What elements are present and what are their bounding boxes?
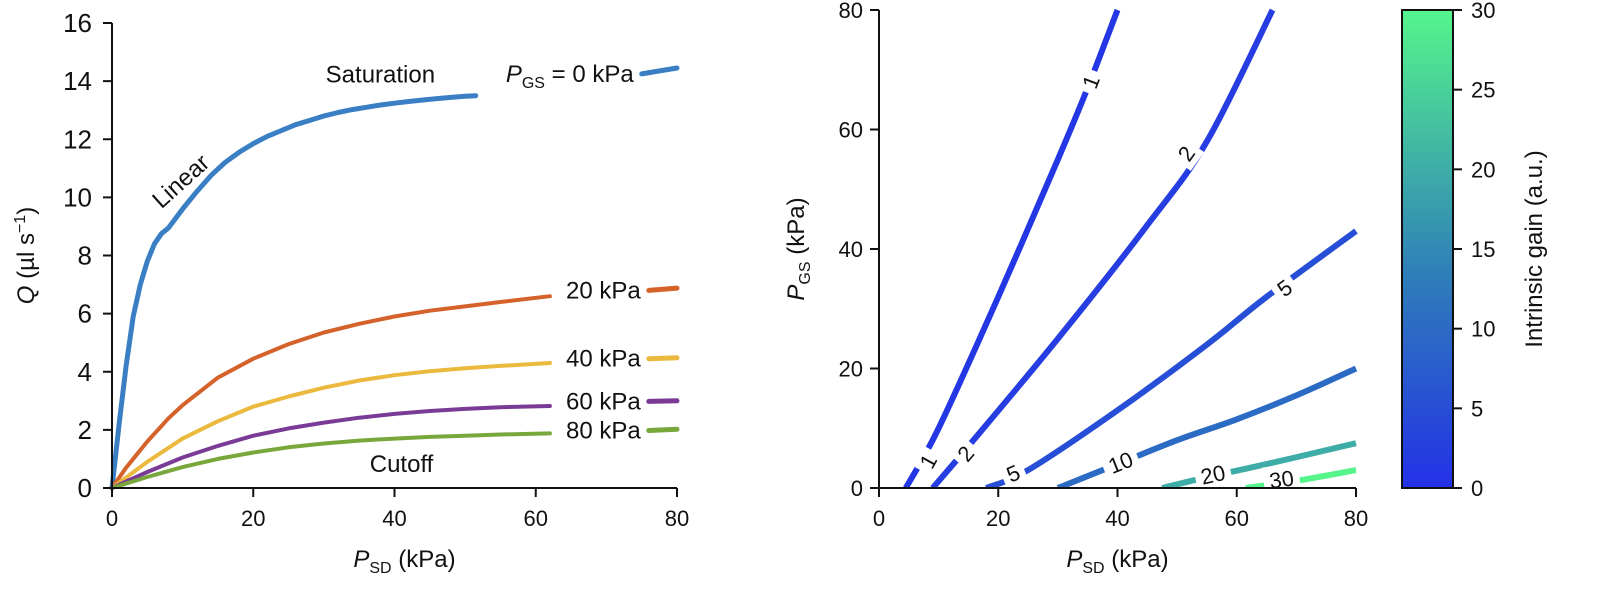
series-line-20-kPa (110, 294, 552, 490)
right-xlabel-unit: (kPa) (1105, 546, 1169, 573)
colorbar-tick-label: 25 (1471, 78, 1495, 103)
colorbar-tick-label: 15 (1471, 237, 1495, 262)
series-label: 80 kPa (566, 417, 641, 444)
right-y-tick-label: 0 (851, 476, 863, 501)
colorbar-tick-label: 20 (1471, 157, 1495, 182)
right-x-tick-label: 0 (873, 506, 885, 531)
contour-label-gap (1266, 269, 1303, 306)
right-ylabel-unit: (kPa) (783, 197, 810, 261)
contour-lines (903, 8, 1358, 488)
right-x-tick-label: 20 (986, 506, 1010, 531)
series-label-prefix: P (506, 61, 522, 88)
series-legend-marker (646, 355, 680, 362)
series-legend-marker (639, 65, 680, 77)
right-x-ticks: 0 20 40 60 80 (873, 488, 1368, 531)
colorbar-label: Intrinsic gain (a.u.) (1521, 150, 1548, 347)
colorbar-gradient (1401, 9, 1454, 489)
series-label-value: 0 kPa (572, 61, 634, 88)
right-xlabel-sub: SD (1082, 560, 1104, 577)
right-y-axis-label: PGS (kPa) (783, 197, 814, 300)
contour-level-20 (1161, 440, 1357, 488)
right-y-tick-label: 60 (839, 118, 863, 143)
annotation-cutoff: Cutoff (370, 451, 434, 478)
left-xlabel-unit: (kPa) (392, 546, 456, 573)
series-label: 60 kPa (566, 388, 641, 415)
left-x-ticks: 0 20 40 60 80 (106, 488, 689, 531)
left-y-tick-label: 10 (63, 182, 92, 212)
left-y-tick-label: 12 (63, 124, 92, 154)
left-xlabel-sub: SD (369, 560, 391, 577)
contour-label-gap (997, 455, 1030, 491)
right-y-tick-label: 20 (839, 357, 863, 382)
left-x-axis-label: PSD (kPa) (353, 546, 455, 577)
left-y-tick-label: 2 (78, 415, 92, 445)
annotation-saturation: Saturation (326, 62, 435, 89)
colorbar-ticks: 0 5 10 15 20 25 30 (1453, 0, 1495, 501)
right-y-tick-label: 80 (839, 0, 863, 23)
left-x-tick-label: 20 (241, 506, 265, 531)
contour-label: 30 (1268, 465, 1296, 493)
left-x-tick-label: 40 (382, 506, 406, 531)
colorbar-tick-label: 0 (1471, 476, 1483, 501)
left-ylabel-sup: −1 (12, 215, 29, 233)
left-ylabel-unit-pre: (µl s (13, 233, 40, 286)
contour-label: 20 (1198, 460, 1227, 490)
colorbar-tick-label: 5 (1471, 396, 1483, 421)
series-legend-marker (646, 426, 680, 433)
contour-label-gap (1098, 442, 1143, 482)
right-x-tick-label: 60 (1225, 506, 1249, 531)
right-y-tick-label: 40 (839, 237, 863, 262)
left-y-tick-label: 16 (63, 8, 92, 38)
series-line-60-kPa (110, 404, 552, 490)
left-ylabel-main: Q (13, 286, 40, 305)
left-y-tick-label: 0 (78, 473, 92, 503)
contour-label-gap (947, 435, 984, 472)
series-line-80-kPa (110, 431, 552, 490)
series-label: PGS = 0 kPa (506, 61, 635, 92)
right-xlabel-main: P (1066, 546, 1082, 573)
right-x-tick-label: 80 (1344, 506, 1368, 531)
series-label-eq: = (545, 61, 572, 88)
right-y-ticks: 0 20 40 60 80 (839, 0, 879, 501)
colorbar-tick-label: 10 (1471, 317, 1495, 342)
contour-label-gap (910, 444, 946, 478)
left-x-tick-label: 80 (665, 506, 689, 531)
left-y-ticks: 0 2 4 6 8 10 12 14 16 (63, 8, 112, 503)
contour-level-30 (1245, 467, 1357, 488)
left-y-tick-label: 8 (78, 241, 92, 271)
left-y-tick-label: 4 (78, 357, 92, 387)
right-x-axis-label: PSD (kPa) (1066, 546, 1168, 577)
left-xlabel-main: P (353, 546, 369, 573)
series-label: 40 kPa (566, 346, 641, 373)
left-ylabel-unit-post: ) (13, 207, 40, 215)
right-ylabel-sub: GS (797, 261, 814, 284)
left-y-axis-label: Q (µl s−1) (12, 207, 40, 304)
left-y-tick-label: 6 (78, 299, 92, 329)
series-line-40-kPa (110, 361, 552, 490)
series-label: 20 kPa (566, 277, 641, 304)
series-legend-marker (646, 398, 680, 404)
contour-label-gap (1192, 456, 1234, 492)
right-ylabel-main: P (783, 285, 810, 301)
contour-label-gap (1073, 65, 1108, 98)
colorbar-tick-label: 30 (1471, 0, 1495, 23)
right-x-tick-label: 40 (1105, 506, 1129, 531)
left-x-tick-label: 0 (106, 506, 118, 531)
series-label-sub: GS (522, 75, 545, 92)
series-legend-marker (646, 285, 680, 293)
left-y-tick-label: 14 (63, 66, 92, 96)
contour-label-gap (1167, 135, 1205, 171)
left-x-tick-label: 60 (524, 506, 548, 531)
colorbar: 0 5 10 15 20 25 30 Intrinsic gain (a.u.) (1401, 0, 1548, 501)
left-plot-area (109, 65, 680, 491)
series-line-0-kPa (109, 93, 479, 491)
